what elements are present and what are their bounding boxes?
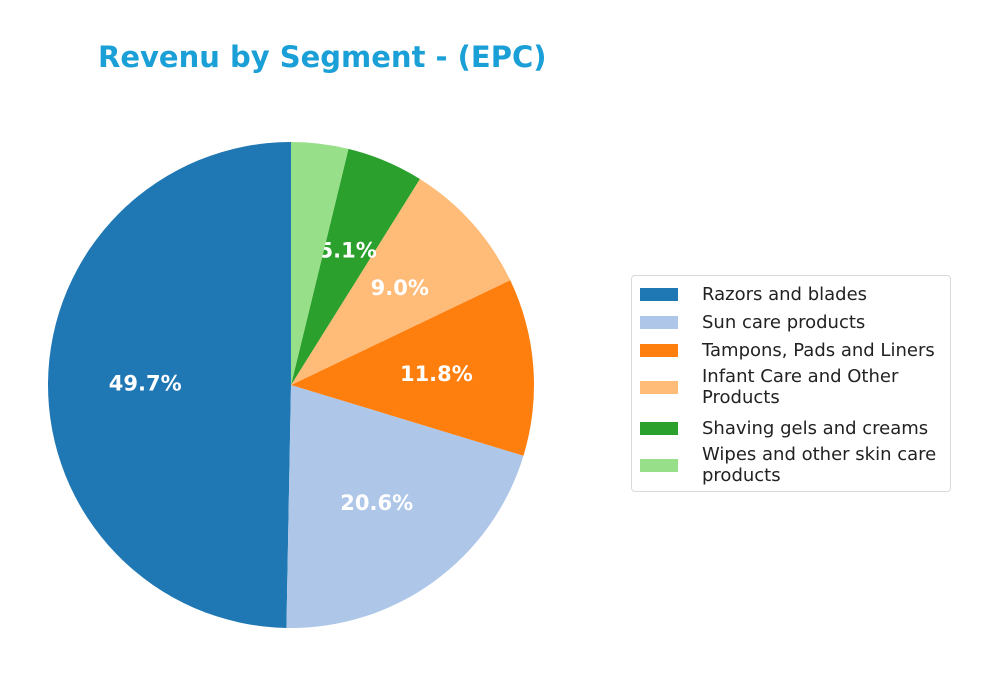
- pie-slice-4: [291, 148, 420, 385]
- legend-swatch: [640, 380, 678, 394]
- slice-label: 5.1%: [319, 239, 377, 263]
- legend-item: Sun care products: [640, 312, 865, 333]
- legend-item: Razors and blades: [640, 284, 867, 305]
- legend-swatch: [640, 316, 678, 329]
- pie-slice-5: [291, 142, 349, 385]
- legend-label: Razors and blades: [702, 284, 868, 305]
- legend-label: Sun care products: [702, 312, 866, 333]
- legend-label: Wipes and other skin care products: [702, 444, 937, 486]
- pie-slice-1: [286, 385, 524, 628]
- pie-slice-2: [291, 280, 534, 456]
- chart-title: Revenu by Segment - (EPC): [98, 40, 547, 74]
- legend-swatch: [640, 344, 678, 357]
- legend-label: Shaving gels and creams: [702, 418, 929, 439]
- slice-label: 49.7%: [109, 372, 182, 396]
- legend-label: Infant Care and Other Products: [702, 366, 899, 408]
- pie-slice-0: [48, 142, 292, 628]
- legend-label: Tampons, Pads and Liners: [702, 340, 935, 361]
- slice-label: 11.8%: [400, 362, 473, 386]
- legend: Razors and blades Sun care products Tampon…: [631, 275, 951, 492]
- slice-label: 9.0%: [371, 276, 429, 300]
- legend-swatch: [640, 422, 678, 435]
- slice-label: 20.6%: [340, 491, 413, 515]
- legend-item: Wipes and other skin care products: [640, 444, 936, 486]
- legend-item: Shaving gels and creams: [640, 418, 928, 439]
- legend-item: Infant Care and Other Products: [640, 366, 898, 408]
- legend-item: Tampons, Pads and Liners: [640, 340, 935, 361]
- pie-slice-3: [291, 179, 511, 385]
- legend-swatch: [640, 288, 678, 301]
- legend-swatch: [640, 458, 678, 472]
